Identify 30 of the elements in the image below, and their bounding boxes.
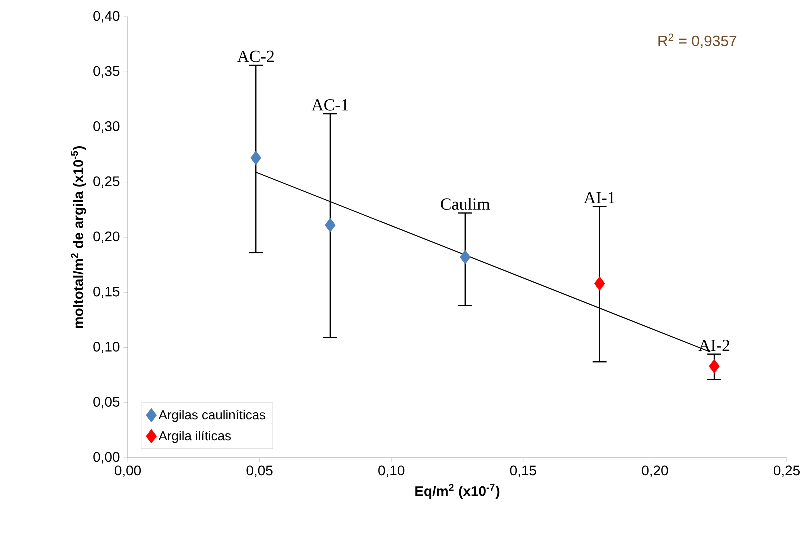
annotation: AI-1 (584, 192, 615, 204)
y-tick-label: 0,00 (94, 452, 120, 464)
y-tick-label: 0,30 (94, 121, 120, 134)
y-tick-label: 0,35 (94, 66, 120, 78)
annotation: AC-1 (312, 99, 348, 111)
y-tick-label: 0,10 (94, 342, 120, 354)
point (325, 218, 336, 233)
x-tick-label: 0,25 (774, 466, 800, 478)
y-tick-label: 0,25 (94, 176, 120, 188)
x-tick-label: 0,15 (510, 466, 536, 478)
y-tick-label: 0,15 (94, 286, 120, 298)
point (250, 150, 262, 166)
legend-label: Argila ilíticas (158, 430, 232, 444)
annotation: Caulim (441, 198, 490, 210)
legend-label: Argilas cauliníticas (158, 410, 266, 422)
x-tick-label: 0,05 (246, 466, 273, 478)
y-axis-title: moltotal/m$^{2}$ de argila (x10$^{-5}$) (71, 146, 86, 328)
point (594, 276, 606, 291)
annotation: AI-2 (698, 340, 730, 352)
point (460, 250, 471, 265)
y-tick-label: 0,05 (94, 397, 120, 409)
x-axis-title: Eq/m$^{2}$ (x10$^{-7}$) (416, 484, 500, 500)
annotation: R$^{2}$ = 0,9357 (658, 34, 737, 48)
x-tick-label: 0,00 (114, 466, 142, 478)
x-tick-label: 0,20 (642, 466, 668, 478)
y-tick-label: 0,20 (94, 232, 120, 244)
annotation: AC-2 (237, 50, 274, 62)
y-tick-label: 0,40 (94, 11, 120, 23)
x-tick-label: 0,10 (378, 466, 405, 478)
point (709, 359, 720, 374)
